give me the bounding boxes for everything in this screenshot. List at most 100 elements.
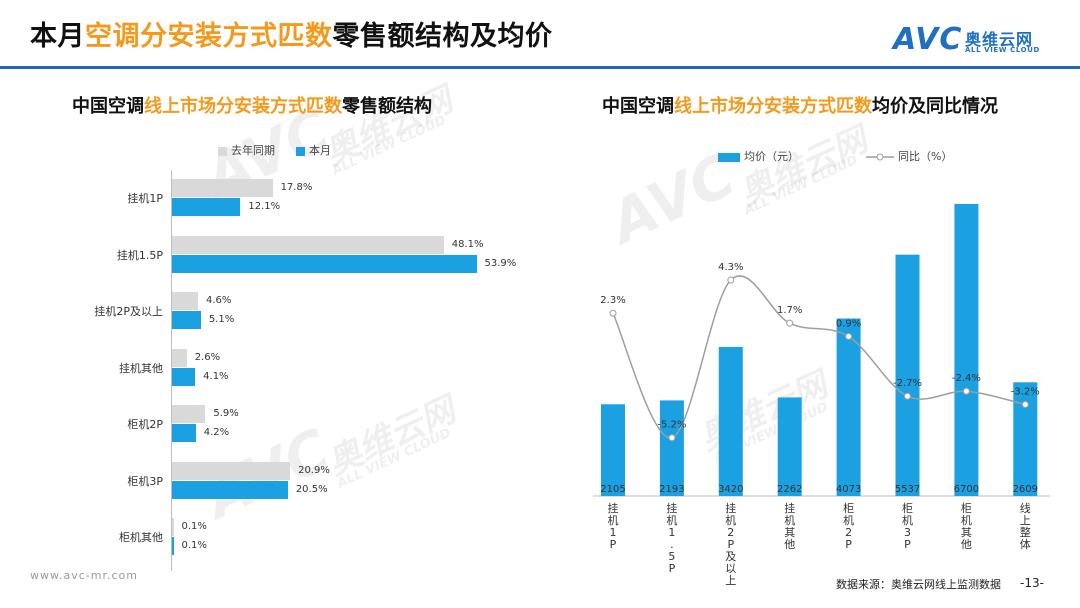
logo-en-text: ALL VIEW CLOUD bbox=[965, 46, 1040, 54]
yoy-point bbox=[786, 319, 794, 327]
right-category-label: 机 bbox=[666, 513, 677, 527]
yoy-value-label: 2.3% bbox=[600, 295, 625, 306]
title-prefix: 本月 bbox=[30, 21, 85, 52]
right-category-label: 其 bbox=[784, 526, 795, 539]
left-legend: 去年同期 本月 bbox=[218, 142, 331, 158]
yoy-value-label: 4.3% bbox=[718, 262, 743, 273]
price-bar bbox=[1013, 382, 1038, 496]
footer-url: www.avc-mr.com bbox=[30, 569, 138, 582]
legend-swatch-avg-price bbox=[718, 152, 740, 162]
value-label-last-year: 48.1% bbox=[451, 238, 484, 250]
value-label-this-month: 0.1% bbox=[181, 540, 207, 551]
right-category-label: 机 bbox=[902, 513, 913, 527]
value-label-last-year: 20.9% bbox=[298, 464, 330, 476]
bar-last-year bbox=[172, 518, 174, 536]
right-category-label: 机 bbox=[961, 513, 972, 527]
right-category-label: 整 bbox=[1020, 525, 1031, 539]
bar-last-year bbox=[172, 179, 273, 197]
legend-label-avg-price: 均价（元） bbox=[744, 150, 799, 163]
bar-this-month bbox=[172, 311, 201, 329]
right-category-label: 线 bbox=[1020, 501, 1031, 515]
price-bar bbox=[718, 346, 743, 496]
yoy-point bbox=[962, 387, 970, 395]
right-category-label: 机 bbox=[784, 513, 795, 527]
bar-this-month bbox=[172, 198, 241, 216]
left-category-label: 挂机其他 bbox=[119, 361, 163, 375]
value-label-this-month: 20.5% bbox=[295, 483, 328, 495]
bar-this-month bbox=[172, 254, 477, 273]
value-label-last-year: 17.8% bbox=[280, 182, 313, 193]
right-category-label: 2 bbox=[845, 526, 852, 539]
yoy-point bbox=[668, 434, 676, 442]
bar-last-year bbox=[172, 405, 206, 423]
value-label-this-month: 53.9% bbox=[484, 257, 517, 269]
value-label-last-year: 5.9% bbox=[213, 408, 239, 419]
value-label-this-month: 5.1% bbox=[208, 314, 235, 325]
right-category-label: 他 bbox=[961, 538, 972, 551]
bar-this-month bbox=[172, 537, 174, 555]
price-value-label: 3420 bbox=[718, 484, 743, 495]
right-category-label: P bbox=[727, 538, 734, 551]
yoy-value-label: -2.4% bbox=[952, 373, 981, 384]
avc-logo: AVC 奥维云网 ALL VIEW CLOUD bbox=[893, 22, 1063, 60]
bar-this-month bbox=[172, 424, 196, 442]
price-bar bbox=[895, 254, 920, 496]
right-category-label: 挂 bbox=[784, 501, 795, 515]
price-bar bbox=[659, 400, 684, 496]
yoy-point bbox=[727, 276, 735, 284]
yoy-point bbox=[609, 309, 617, 317]
right-category-label: 他 bbox=[784, 538, 795, 551]
price-value-label: 2193 bbox=[659, 484, 684, 495]
right-legend: 均价（元） 同比（%） bbox=[718, 148, 952, 164]
left-title-highlight: 线上市场分安装方式匹数 bbox=[144, 96, 342, 117]
left-chart-axis bbox=[171, 170, 172, 571]
value-label-this-month: 4.1% bbox=[203, 370, 229, 382]
bar-this-month bbox=[172, 480, 288, 499]
bar-this-month bbox=[172, 367, 196, 386]
value-label-last-year: 2.6% bbox=[194, 351, 221, 363]
legend-label-this-month: 本月 bbox=[309, 144, 331, 157]
yoy-point bbox=[845, 332, 853, 340]
right-category-label: P bbox=[610, 538, 617, 551]
price-value-label: 2609 bbox=[1013, 484, 1038, 495]
right-category-label: 5 bbox=[668, 550, 675, 563]
price-bar bbox=[836, 318, 861, 496]
price-value-label: 5537 bbox=[895, 484, 920, 495]
right-category-label: 2 bbox=[727, 526, 734, 539]
right-category-label: 上 bbox=[725, 574, 736, 587]
title-highlight: 空调分安装方式匹数 bbox=[85, 21, 333, 52]
value-label-this-month: 4.2% bbox=[203, 427, 230, 438]
legend-line-marker-icon bbox=[866, 153, 894, 161]
right-title-highlight: 线上市场分安装方式匹数 bbox=[674, 96, 872, 117]
legend-swatch-this-month bbox=[296, 146, 305, 156]
value-label-this-month: 12.1% bbox=[248, 201, 281, 212]
data-source-note: 数据来源：奥维云网线上监测数据 bbox=[836, 578, 1001, 591]
right-title-prefix: 中国空调 bbox=[602, 96, 674, 117]
left-bar-chart: 挂机1P 17.8% 12.1% 挂机1.5P 48.1% 53.9% 挂机2P及以上 4.6… bbox=[94, 170, 517, 571]
right-category-label: 柜 bbox=[961, 502, 972, 515]
right-category-label: P bbox=[904, 538, 911, 551]
bar-last-year bbox=[172, 235, 444, 254]
right-chart-title: 中国空调线上市场分安装方式匹数均价及同比情况 bbox=[602, 92, 998, 118]
yoy-value-label: 0.9% bbox=[836, 318, 861, 329]
right-category-label: 上 bbox=[1020, 514, 1031, 527]
logo-brand: AVC bbox=[893, 22, 963, 57]
right-category-label: 挂 bbox=[725, 501, 736, 515]
left-title-suffix: 零售额结构 bbox=[342, 96, 432, 117]
value-label-last-year: 0.1% bbox=[181, 521, 207, 532]
right-category-label: P bbox=[669, 562, 676, 575]
right-category-label: 体 bbox=[1020, 537, 1031, 551]
right-category-label: P bbox=[845, 538, 852, 551]
yoy-point bbox=[1021, 401, 1029, 409]
right-category-label: 机 bbox=[843, 513, 854, 527]
value-label-last-year: 4.6% bbox=[205, 295, 232, 306]
price-bar bbox=[777, 397, 802, 496]
left-category-label: 柜机其他 bbox=[119, 531, 163, 544]
left-category-label: 柜机2P bbox=[127, 418, 163, 431]
price-value-label: 4073 bbox=[836, 484, 861, 495]
yoy-value-label: -5.2% bbox=[657, 420, 686, 431]
yoy-value-label: -3.2% bbox=[1011, 387, 1040, 398]
right-category-label: 机 bbox=[725, 513, 736, 527]
yoy-value-label: 1.7% bbox=[777, 305, 802, 316]
price-bar bbox=[601, 404, 625, 496]
